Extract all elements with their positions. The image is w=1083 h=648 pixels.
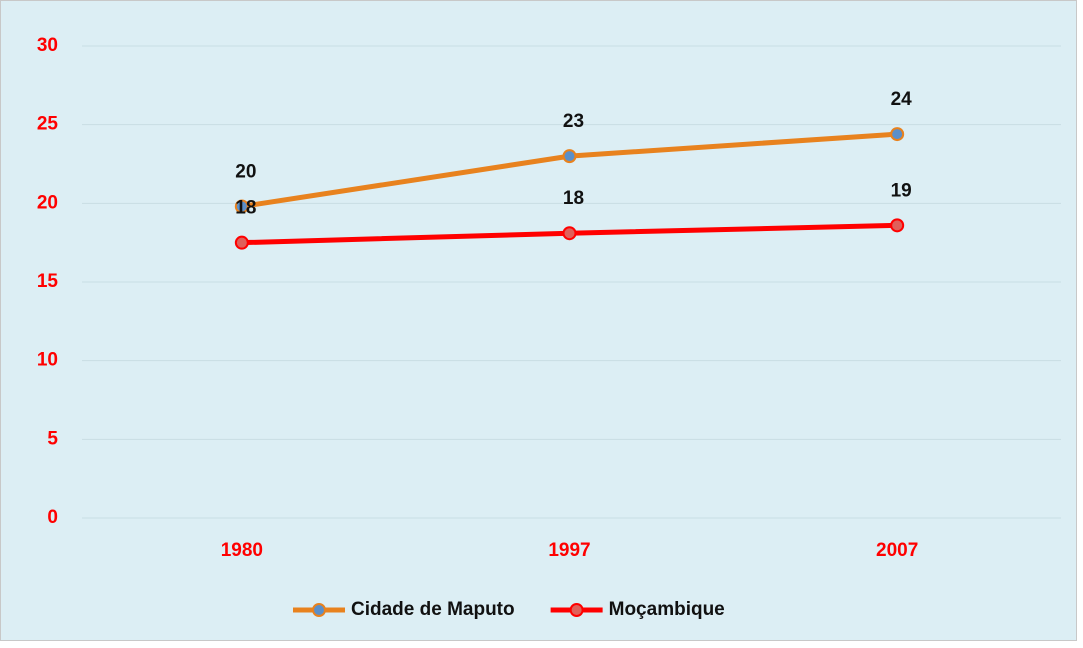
point-marker [890, 127, 905, 142]
point-marker [234, 235, 249, 250]
point-marker [562, 149, 577, 164]
legend-marker [312, 603, 326, 617]
data-label: 19 [891, 180, 912, 201]
legend-label: Cidade de Maputo [351, 599, 515, 620]
point-marker [234, 199, 249, 214]
legend-label: Moçambique [609, 599, 725, 620]
y-tick-label: 10 [37, 350, 58, 371]
data-label: 18 [563, 188, 584, 209]
x-tick-label: 1980 [221, 540, 263, 561]
legend-marker [569, 603, 584, 617]
x-tick-label: 1997 [548, 540, 590, 561]
data-label: 18 [235, 198, 256, 219]
y-tick-label: 15 [37, 271, 59, 292]
y-tick-label: 0 [47, 507, 58, 528]
point-marker [890, 218, 905, 233]
x-tick-label: 2007 [876, 540, 918, 561]
data-label: 20 [235, 161, 256, 182]
data-label: 23 [563, 111, 584, 132]
data-label: 24 [891, 89, 913, 110]
y-tick-label: 30 [37, 35, 58, 56]
point-marker [562, 226, 577, 241]
y-tick-label: 20 [37, 192, 58, 213]
y-tick-label: 25 [37, 114, 59, 135]
y-tick-label: 5 [47, 428, 58, 449]
